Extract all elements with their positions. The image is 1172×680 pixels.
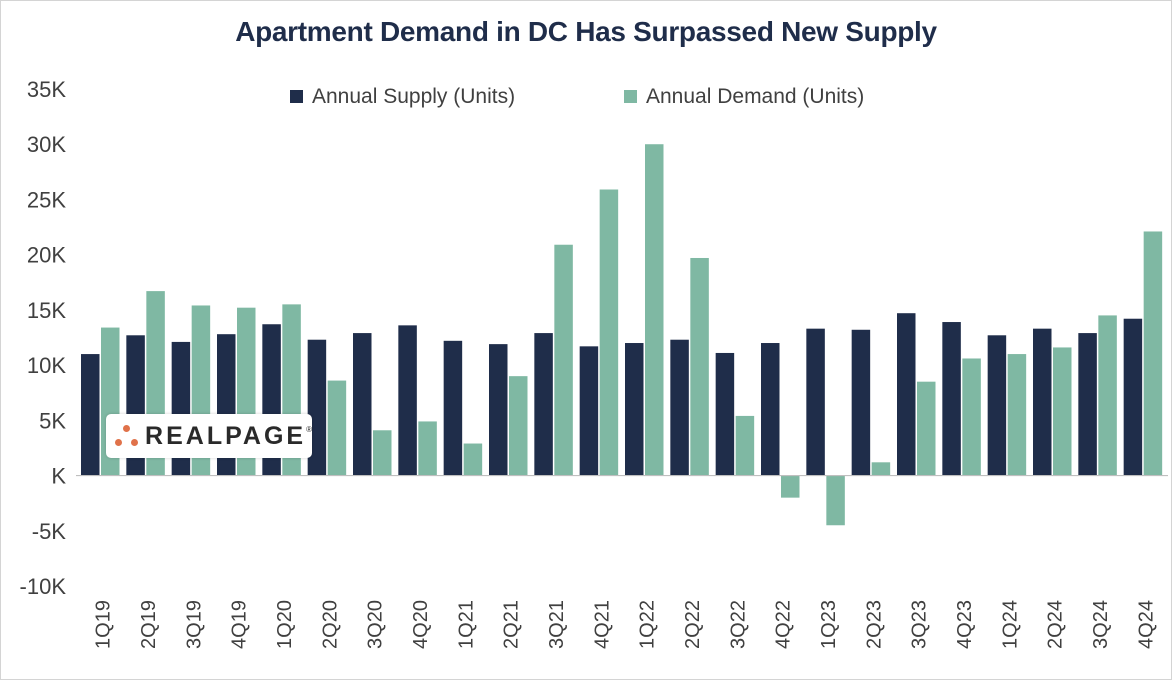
supply-bar [1033, 328, 1052, 476]
x-tick-label: 4Q24 [1135, 600, 1157, 649]
realpage-logo-text: REALPAGE [145, 421, 307, 450]
x-tick-label: 3Q23 [909, 600, 931, 649]
demand-bar [463, 443, 483, 476]
supply-bar [1078, 333, 1097, 476]
x-tick-label: 2Q19 [138, 600, 160, 649]
y-tick-label: K [51, 464, 66, 489]
supply-bar [670, 339, 689, 476]
x-tick-label: 4Q22 [773, 600, 795, 649]
supply-bar [353, 333, 372, 476]
supply-bar [398, 325, 417, 476]
realpage-logo: REALPAGE ® [106, 414, 312, 458]
demand-bar [554, 244, 573, 476]
x-tick-label: 2Q20 [319, 600, 341, 649]
x-tick-label: 2Q23 [863, 600, 885, 649]
x-tick-label: 4Q20 [410, 600, 432, 649]
x-tick-label: 3Q20 [365, 600, 387, 649]
supply-bar [489, 344, 508, 476]
x-tick-label: 2Q24 [1045, 600, 1067, 649]
x-tick-label: 4Q19 [229, 600, 251, 649]
demand-bar [327, 380, 347, 476]
demand-bar [1143, 231, 1163, 476]
x-tick-label: 1Q24 [999, 600, 1021, 649]
x-tick-label: 3Q19 [183, 600, 205, 649]
y-tick-label: -10K [20, 574, 67, 599]
x-tick-label: 4Q23 [954, 600, 976, 649]
supply-bar [987, 335, 1007, 476]
x-tick-label: 1Q22 [637, 600, 659, 649]
x-tick-label: 4Q21 [591, 600, 613, 649]
demand-bar [1053, 347, 1072, 476]
legend-label: Annual Demand (Units) [646, 85, 864, 108]
y-tick-label: -5K [32, 519, 67, 544]
y-tick-label: 20K [27, 243, 66, 268]
demand-bar [690, 257, 709, 476]
x-tick-label: 3Q21 [546, 600, 568, 649]
x-tick-label: 2Q21 [501, 600, 523, 649]
demand-bar [917, 381, 936, 476]
demand-bar [418, 421, 437, 476]
x-tick-label: 1Q20 [274, 600, 296, 649]
x-tick-label: 1Q23 [818, 600, 840, 649]
demand-bar [826, 475, 845, 526]
supply-bar [1123, 318, 1143, 476]
demand-bar [373, 430, 392, 476]
y-tick-label: 15K [27, 298, 66, 323]
demand-bar [962, 358, 981, 476]
x-tick-label: 2Q22 [682, 600, 704, 649]
x-tick-label: 3Q22 [727, 600, 749, 649]
supply-bar [761, 343, 780, 476]
x-tick-label: 3Q24 [1090, 600, 1112, 649]
y-tick-label: 30K [27, 132, 66, 157]
demand-bar [735, 415, 755, 476]
realpage-logo-trademark: ® [306, 425, 312, 434]
y-tick-label: 10K [27, 353, 66, 378]
supply-bar [715, 352, 735, 476]
chart-title: Apartment Demand in DC Has Surpassed New… [235, 16, 937, 47]
demand-bar [509, 376, 528, 476]
x-tick-label: 1Q21 [455, 600, 477, 649]
legend-label: Annual Supply (Units) [312, 85, 515, 108]
demand-bar [781, 475, 800, 498]
supply-bar [942, 322, 961, 476]
demand-bar [1007, 354, 1027, 476]
realpage-logo-icon [110, 419, 143, 453]
supply-bar [851, 329, 871, 476]
x-tick-label: 1Q19 [93, 600, 115, 649]
y-tick-label: 35K [27, 77, 66, 102]
demand-bar [599, 189, 619, 476]
supply-bar [897, 313, 916, 476]
supply-bar [534, 333, 553, 476]
supply-bar [579, 346, 599, 476]
supply-bar [81, 354, 100, 476]
demand-bar [645, 144, 664, 476]
supply-bar [625, 343, 644, 476]
supply-bar [443, 340, 463, 476]
supply-bar [307, 339, 327, 476]
legend-swatch [290, 90, 303, 103]
legend-swatch [624, 90, 637, 103]
demand-bar [1098, 315, 1117, 476]
y-tick-label: 25K [27, 187, 66, 212]
demand-bar [871, 462, 891, 476]
y-tick-label: 5K [39, 408, 66, 433]
supply-bar [806, 328, 825, 476]
